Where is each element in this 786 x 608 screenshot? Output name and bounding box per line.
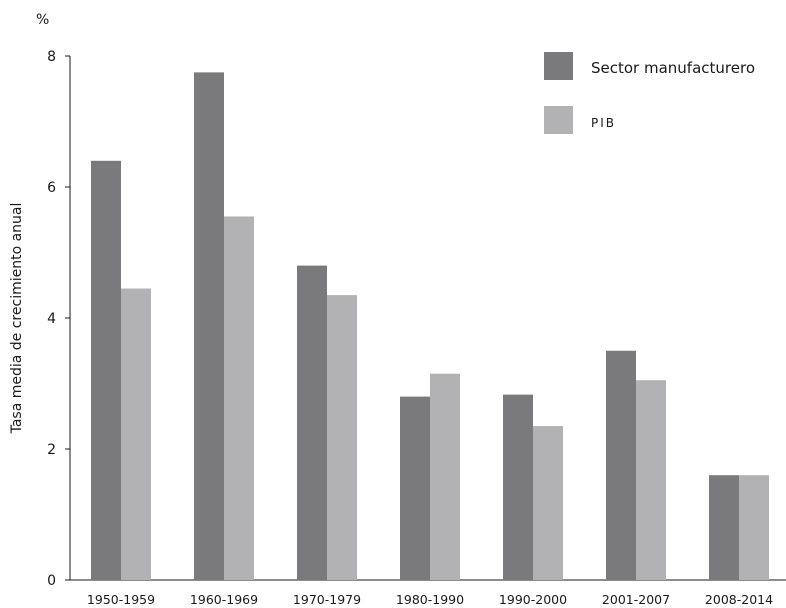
x-category-label: 2008-2014	[705, 592, 773, 607]
legend-swatch-manufacturero	[544, 52, 573, 80]
bar-manufacturero-1990-2000	[503, 394, 533, 580]
x-category-label: 1960-1969	[190, 592, 258, 607]
bar-manufacturero-1970-1979	[297, 265, 327, 580]
y-axis-ticks: 0 2 4 6 8	[47, 49, 70, 589]
y-tick-label: 2	[47, 442, 56, 458]
y-tick-label: 6	[47, 180, 56, 196]
bar-pib-1980-1990	[430, 373, 460, 580]
legend-label-manufacturero: Sector manufacturero	[591, 59, 755, 77]
x-category-label: 2001-2007	[602, 592, 670, 607]
y-tick-label: 4	[47, 311, 56, 327]
bar-pib-2001-2007	[636, 380, 666, 580]
bar-manufacturero-2008-2014	[709, 475, 739, 580]
bar-pib-1950-1959	[121, 288, 151, 580]
x-axis-labels: 1950-1959 1960-1969 1970-1979 1980-1990 1990…	[87, 592, 773, 607]
x-category-label: 1990-2000	[499, 592, 567, 607]
bar-manufacturero-1950-1959	[91, 160, 121, 581]
bar-manufacturero-1980-1990	[400, 396, 430, 580]
legend-swatch-pib	[544, 106, 573, 134]
y-axis-title: Tasa media de crecimiento anual	[9, 203, 25, 435]
x-category-label: 1970-1979	[293, 592, 361, 607]
x-category-label: 1950-1959	[87, 592, 155, 607]
legend-label-pib: PIB	[591, 116, 616, 130]
bar-pib-1990-2000	[533, 426, 563, 580]
legend: Sector manufacturero PIB	[544, 52, 755, 134]
x-category-label: 1980-1990	[396, 592, 464, 607]
bar-manufacturero-1960-1969	[194, 72, 224, 580]
y-tick-label: 0	[47, 573, 56, 589]
bar-manufacturero-2001-2007	[606, 350, 636, 580]
bar-pib-1960-1969	[224, 216, 254, 580]
y-axis-unit-label: %	[36, 12, 49, 28]
bars-group	[91, 72, 769, 581]
bar-pib-2008-2014	[739, 475, 769, 580]
bar-pib-1970-1979	[327, 295, 357, 580]
y-tick-label: 8	[47, 49, 56, 65]
